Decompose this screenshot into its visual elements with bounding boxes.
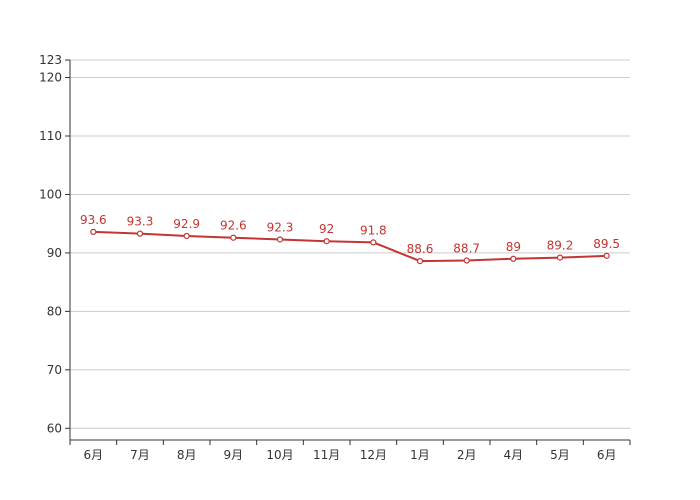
data-point <box>416 258 424 265</box>
x-tick-label: 5月 <box>550 448 570 462</box>
data-label: 92.6 <box>220 219 247 233</box>
x-tick-label: 1月 <box>410 448 430 462</box>
y-tick-label: 90 <box>47 246 62 260</box>
data-label: 88.7 <box>453 242 480 256</box>
y-tick-label: 80 <box>47 304 62 318</box>
x-tick-label: 2月 <box>457 448 477 462</box>
x-tick-label: 7月 <box>130 448 150 462</box>
x-tick-label: 8月 <box>177 448 197 462</box>
y-tick-label: 123 <box>39 53 62 67</box>
x-tick-label: 9月 <box>224 448 244 462</box>
x-tick-label: 10月 <box>266 448 293 462</box>
x-tick-label: 12月 <box>360 448 387 462</box>
data-point <box>90 228 97 235</box>
data-label: 92 <box>319 222 334 236</box>
data-labels: 93.6 93.3 92.9 92.6 92.3 92 91.8 88.6 88.7 89 89.2… <box>80 213 620 256</box>
y-tick-label: 120 <box>39 71 62 85</box>
data-point <box>370 239 377 246</box>
data-point <box>183 232 190 240</box>
y-tick-label: 70 <box>47 363 62 377</box>
data-label: 93.3 <box>127 215 154 229</box>
x-tick-label: 6月 <box>597 448 617 462</box>
data-point <box>230 234 237 241</box>
y-tick-label: 100 <box>39 187 62 201</box>
data-label: 89.5 <box>593 237 620 251</box>
grid-lines <box>70 59 630 429</box>
series-layer <box>90 228 610 265</box>
axes: 60 70 80 90 100 110 120 123 6月 7月 8月 9月 10月 11月 12月 1月 2… <box>39 53 631 462</box>
data-label: 88.6 <box>407 242 434 256</box>
y-tick-label: 110 <box>39 129 62 143</box>
data-point <box>276 236 284 243</box>
data-point <box>603 252 610 259</box>
x-tick-label: 6月 <box>84 448 104 462</box>
data-point <box>323 238 330 245</box>
x-tick-label: 4月 <box>504 448 524 462</box>
series-line <box>93 230 607 263</box>
data-label: 92.3 <box>267 220 294 234</box>
data-label: 92.9 <box>173 217 200 231</box>
data-label: 91.8 <box>360 223 387 237</box>
y-tick-label: 60 <box>47 421 62 435</box>
x-tick-label: 11月 <box>313 448 340 462</box>
data-label: 89 <box>506 240 521 254</box>
data-label: 93.6 <box>80 213 107 227</box>
data-point <box>556 254 564 261</box>
data-point <box>510 255 517 262</box>
data-point <box>463 257 470 264</box>
data-label: 89.2 <box>547 239 574 253</box>
data-point <box>136 230 144 237</box>
